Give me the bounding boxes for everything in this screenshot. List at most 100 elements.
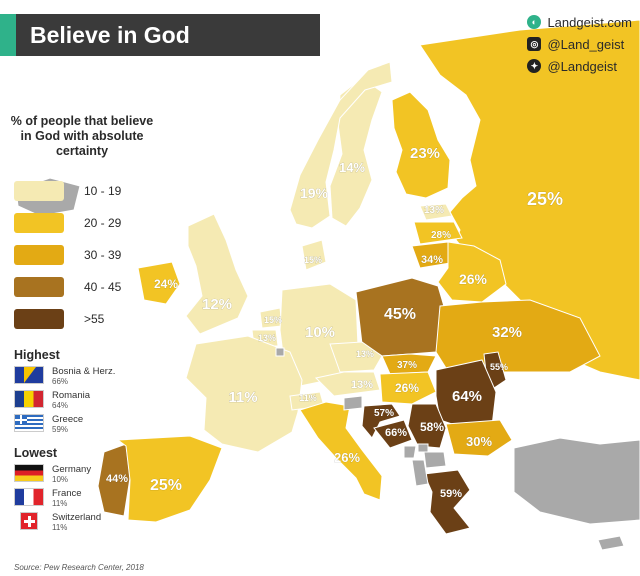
country-greece [423, 469, 471, 535]
country-luxembourg [275, 347, 285, 357]
country-ukraine [435, 299, 601, 373]
globe-icon: ◐ [527, 15, 542, 29]
source-note: Source: Pew Research Center, 2018 [14, 563, 144, 572]
lowest-value: 11% [52, 499, 68, 508]
country-label-norway: 19% [300, 185, 329, 201]
france-flag-icon [14, 488, 44, 506]
lowest-value: 10% [52, 475, 69, 484]
country-label-united-kingdom: 12% [202, 296, 232, 313]
lowest-name: Switzerland [52, 512, 102, 523]
legend-label: 10 - 19 [84, 184, 122, 198]
legend-title: % of people that believe in God with abs… [10, 114, 154, 158]
highest-item: Bosnia & Herz. 66% [14, 366, 115, 387]
country-label-hungary: 26% [395, 381, 419, 395]
country-label-france: 11% [228, 389, 257, 406]
country-estonia [419, 203, 453, 221]
country-north-macedonia [423, 451, 447, 469]
country-slovakia [381, 353, 437, 375]
country-bulgaria [445, 419, 513, 457]
country-label-belarus: 26% [459, 271, 488, 287]
greece-flag-icon [14, 414, 44, 432]
country-hungary [379, 371, 437, 405]
legend-swatch [14, 213, 64, 233]
country-label-estonia: 13% [424, 205, 444, 216]
highest-item: Greece 59% [14, 414, 83, 435]
country-label-croatia: 57% [374, 408, 394, 419]
lowest-name: France [52, 488, 82, 499]
lowest-item: France 11% [14, 488, 82, 509]
social-website[interactable]: ◐ Landgeist.com [527, 12, 632, 32]
social-twitter[interactable]: ✦ @Landgeist [527, 56, 632, 76]
social-links: ◐ Landgeist.com ◎ @Land_geist ✦ @Landgei… [527, 12, 632, 78]
country-label-moldova: 55% [490, 362, 508, 372]
legend-label: 20 - 29 [84, 216, 122, 230]
country-bosnia-and-herz [373, 419, 413, 449]
lowest-item: Germany 10% [14, 464, 91, 485]
country-czechia [329, 341, 383, 373]
country-layer [15, 19, 640, 551]
country-latvia [413, 221, 463, 245]
country-slovenia [343, 395, 363, 411]
country-label-czechia: 13% [356, 349, 374, 359]
country-spain [116, 435, 223, 523]
legend-swatch [14, 277, 64, 297]
highest-name: Greece [52, 414, 84, 425]
instagram-icon: ◎ [527, 37, 542, 51]
title-bar: Believe in God [0, 14, 320, 56]
legend-swatch [14, 309, 64, 329]
country-label-netherlands: 15% [264, 315, 282, 325]
label-layer: 25% 23% 14% 19% 13% 28% 34% 26% 15% 24% 12% 15% 13% 1… [106, 145, 564, 501]
country-label-lithuania: 34% [421, 254, 443, 266]
romania-flag-icon [14, 390, 44, 408]
highest-heading: Highest [14, 348, 60, 362]
country-label-austria: 13% [351, 379, 373, 391]
country-label-belgium: 13% [258, 333, 276, 343]
country-croatia [361, 403, 401, 439]
lowest-heading: Lowest [14, 446, 58, 460]
country-label-bulgaria: 30% [466, 434, 492, 449]
country-label-latvia: 28% [431, 230, 451, 241]
legend-label: >55 [84, 312, 105, 326]
country-label-bosnia-and-herz: 66% [385, 427, 407, 439]
country-finland [391, 91, 451, 199]
country-label-finland: 23% [410, 145, 440, 162]
country-turkey [513, 437, 640, 525]
country-united-kingdom [185, 213, 249, 335]
country-albania [411, 459, 429, 487]
country-kosovo [417, 443, 429, 453]
country-label-serbia: 58% [420, 420, 444, 434]
country-label-romania: 64% [452, 388, 482, 405]
highest-value: 64% [52, 401, 69, 410]
lowest-item: Switzerland 11% [14, 512, 101, 533]
highest-item: Romania 64% [14, 390, 90, 411]
highest-value: 59% [52, 425, 69, 434]
country-austria [314, 371, 381, 397]
country-montenegro [403, 445, 417, 459]
legend-label: 30 - 39 [84, 248, 122, 262]
country-label-sweden: 14% [339, 160, 365, 175]
lowest-value: 11% [52, 523, 68, 532]
country-label-denmark: 15% [304, 255, 322, 265]
country-ireland [137, 261, 181, 305]
legend-item: 30 - 39 [14, 245, 121, 265]
highest-value: 66% [52, 377, 69, 386]
social-instagram-label: @Land_geist [547, 36, 625, 52]
country-serbia [407, 403, 447, 449]
social-instagram[interactable]: ◎ @Land_geist [527, 34, 632, 54]
country-label-portugal: 44% [106, 473, 128, 485]
country-denmark [301, 239, 327, 271]
legend-swatch [14, 181, 64, 201]
country-label-russia: 25% [527, 189, 563, 209]
title-accent [0, 14, 16, 56]
social-twitter-label: @Landgeist [547, 58, 618, 74]
country-label-spain: 25% [150, 477, 182, 494]
country-label-ireland: 24% [154, 277, 178, 291]
country-label-poland: 45% [384, 306, 416, 323]
social-website-label: Landgeist.com [547, 14, 632, 30]
legend-label: 40 - 45 [84, 280, 122, 294]
country-label-switzerland: 11% [299, 393, 317, 403]
legend-item: 40 - 45 [14, 277, 121, 297]
country-norway [289, 61, 393, 229]
